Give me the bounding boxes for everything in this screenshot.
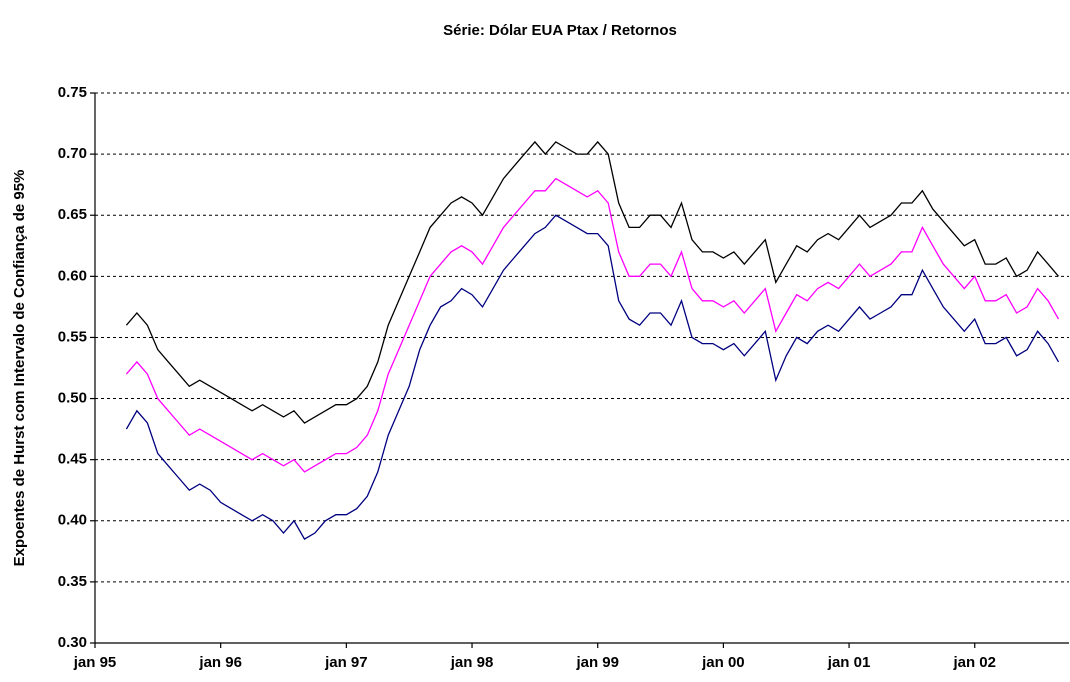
y-tick-label: 0.50 xyxy=(58,390,87,407)
y-tick-label: 0.75 xyxy=(58,84,87,101)
y-tick-label: 0.70 xyxy=(58,145,87,162)
x-tick-label: jan 02 xyxy=(952,654,996,671)
x-tick-label: jan 00 xyxy=(701,654,745,671)
y-tick-label: 0.30 xyxy=(58,634,87,651)
x-tick-label: jan 99 xyxy=(575,654,619,671)
x-tick-label: jan 01 xyxy=(827,654,871,671)
series-line xyxy=(125,140,1059,424)
y-tick-label: 0.35 xyxy=(58,573,87,590)
y-axis-label: Expoentes de Hurst com Intervalo de Conf… xyxy=(11,170,28,567)
x-tick-label: jan 95 xyxy=(73,654,117,671)
x-tick-label: jan 98 xyxy=(450,654,494,671)
x-tick-label: jan 96 xyxy=(198,654,242,671)
y-tick-label: 0.55 xyxy=(58,328,87,345)
series-line xyxy=(125,177,1060,473)
y-tick-label: 0.45 xyxy=(58,451,87,468)
y-tick-label: 0.40 xyxy=(58,512,87,529)
y-tick-label: 0.65 xyxy=(58,206,87,223)
series-line xyxy=(125,214,1060,540)
x-tick-label: jan 97 xyxy=(324,654,368,671)
chart-title: Série: Dólar EUA Ptax / Retornos xyxy=(443,22,677,39)
y-tick-label: 0.60 xyxy=(58,267,87,284)
